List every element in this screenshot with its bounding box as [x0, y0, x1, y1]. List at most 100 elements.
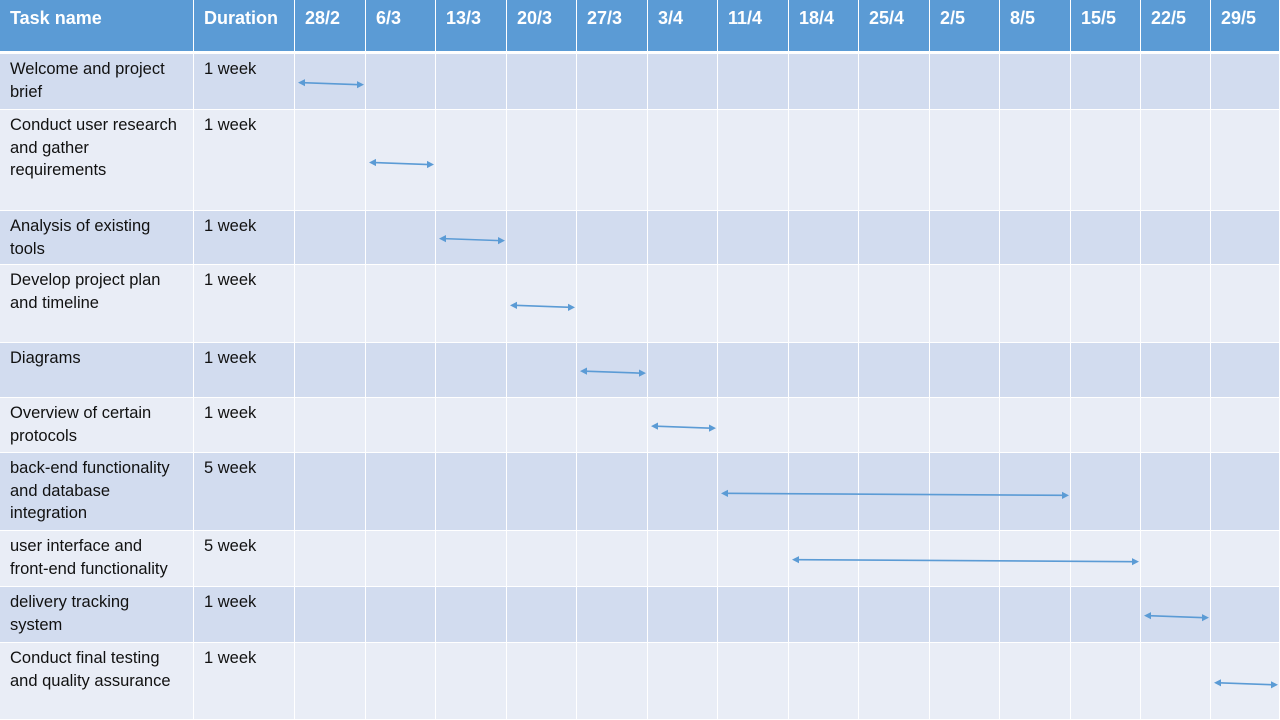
week-cell: [789, 453, 859, 531]
week-cell: [930, 453, 1000, 531]
week-cell: [295, 398, 366, 453]
week-cell: [577, 398, 648, 453]
week-cell: [930, 265, 1000, 343]
week-cell: [648, 265, 718, 343]
week-cell: [718, 453, 789, 531]
week-cell: [718, 587, 789, 643]
task-name: delivery tracking system: [0, 587, 194, 643]
week-cell: [859, 54, 930, 110]
week-cell: [1071, 398, 1141, 453]
header-week-29-5: 29/5: [1211, 0, 1280, 54]
week-cell: [507, 211, 577, 265]
week-cell: [648, 398, 718, 453]
week-cell: [507, 453, 577, 531]
week-cell: [295, 211, 366, 265]
week-cell: [1141, 343, 1211, 398]
week-cell: [366, 54, 436, 110]
week-cell: [507, 398, 577, 453]
week-cell: [930, 54, 1000, 110]
week-cell: [789, 343, 859, 398]
week-cell: [1211, 265, 1280, 343]
week-cell: [1211, 643, 1280, 720]
week-cell: [577, 453, 648, 531]
week-cell: [507, 265, 577, 343]
week-cell: [507, 643, 577, 720]
week-cell: [366, 587, 436, 643]
week-cell: [789, 110, 859, 211]
week-cell: [859, 587, 930, 643]
week-cell: [1211, 398, 1280, 453]
week-cell: [1211, 54, 1280, 110]
week-cell: [436, 343, 507, 398]
header-week-25-4: 25/4: [859, 0, 930, 54]
task-duration: 1 week: [194, 54, 295, 110]
week-cell: [1141, 453, 1211, 531]
task-duration: 1 week: [194, 211, 295, 265]
week-cell: [295, 54, 366, 110]
week-cell: [577, 54, 648, 110]
week-cell: [859, 643, 930, 720]
week-cell: [930, 587, 1000, 643]
header-week-15-5: 15/5: [1071, 0, 1141, 54]
week-cell: [718, 643, 789, 720]
task-duration: 1 week: [194, 643, 295, 720]
week-cell: [436, 265, 507, 343]
week-cell: [1211, 211, 1280, 265]
week-cell: [1211, 453, 1280, 531]
week-cell: [648, 531, 718, 587]
task-name: user interface and front-end functionali…: [0, 531, 194, 587]
week-cell: [295, 110, 366, 211]
header-week-18-4: 18/4: [789, 0, 859, 54]
week-cell: [577, 643, 648, 720]
week-cell: [577, 531, 648, 587]
week-cell: [366, 398, 436, 453]
week-cell: [577, 587, 648, 643]
header-week-22-5: 22/5: [1141, 0, 1211, 54]
week-cell: [718, 398, 789, 453]
week-cell: [295, 265, 366, 343]
week-cell: [789, 54, 859, 110]
week-cell: [648, 343, 718, 398]
week-cell: [366, 343, 436, 398]
week-cell: [1000, 531, 1071, 587]
week-cell: [718, 211, 789, 265]
week-cell: [295, 453, 366, 531]
week-cell: [1071, 211, 1141, 265]
week-cell: [507, 54, 577, 110]
week-cell: [789, 211, 859, 265]
week-cell: [436, 531, 507, 587]
week-cell: [366, 531, 436, 587]
week-cell: [859, 531, 930, 587]
task-name: back-end functionality and database inte…: [0, 453, 194, 531]
week-cell: [436, 110, 507, 211]
week-cell: [1071, 643, 1141, 720]
week-cell: [1000, 398, 1071, 453]
week-cell: [859, 211, 930, 265]
week-cell: [366, 453, 436, 531]
header-week-3-4: 3/4: [648, 0, 718, 54]
week-cell: [1000, 343, 1071, 398]
task-name: Analysis of existing tools: [0, 211, 194, 265]
header-task-name: Task name: [0, 0, 194, 54]
week-cell: [1211, 110, 1280, 211]
week-cell: [648, 54, 718, 110]
week-cell: [577, 343, 648, 398]
task-name: Welcome and project brief: [0, 54, 194, 110]
week-cell: [295, 343, 366, 398]
task-name: Overview of certain protocols: [0, 398, 194, 453]
header-week-20-3: 20/3: [507, 0, 577, 54]
week-cell: [366, 265, 436, 343]
week-cell: [789, 643, 859, 720]
week-cell: [1000, 265, 1071, 343]
week-cell: [507, 587, 577, 643]
task-name: Diagrams: [0, 343, 194, 398]
header-week-11-4: 11/4: [718, 0, 789, 54]
week-cell: [718, 531, 789, 587]
week-cell: [1071, 453, 1141, 531]
week-cell: [859, 265, 930, 343]
week-cell: [789, 398, 859, 453]
week-cell: [507, 531, 577, 587]
week-cell: [930, 398, 1000, 453]
task-duration: 1 week: [194, 398, 295, 453]
